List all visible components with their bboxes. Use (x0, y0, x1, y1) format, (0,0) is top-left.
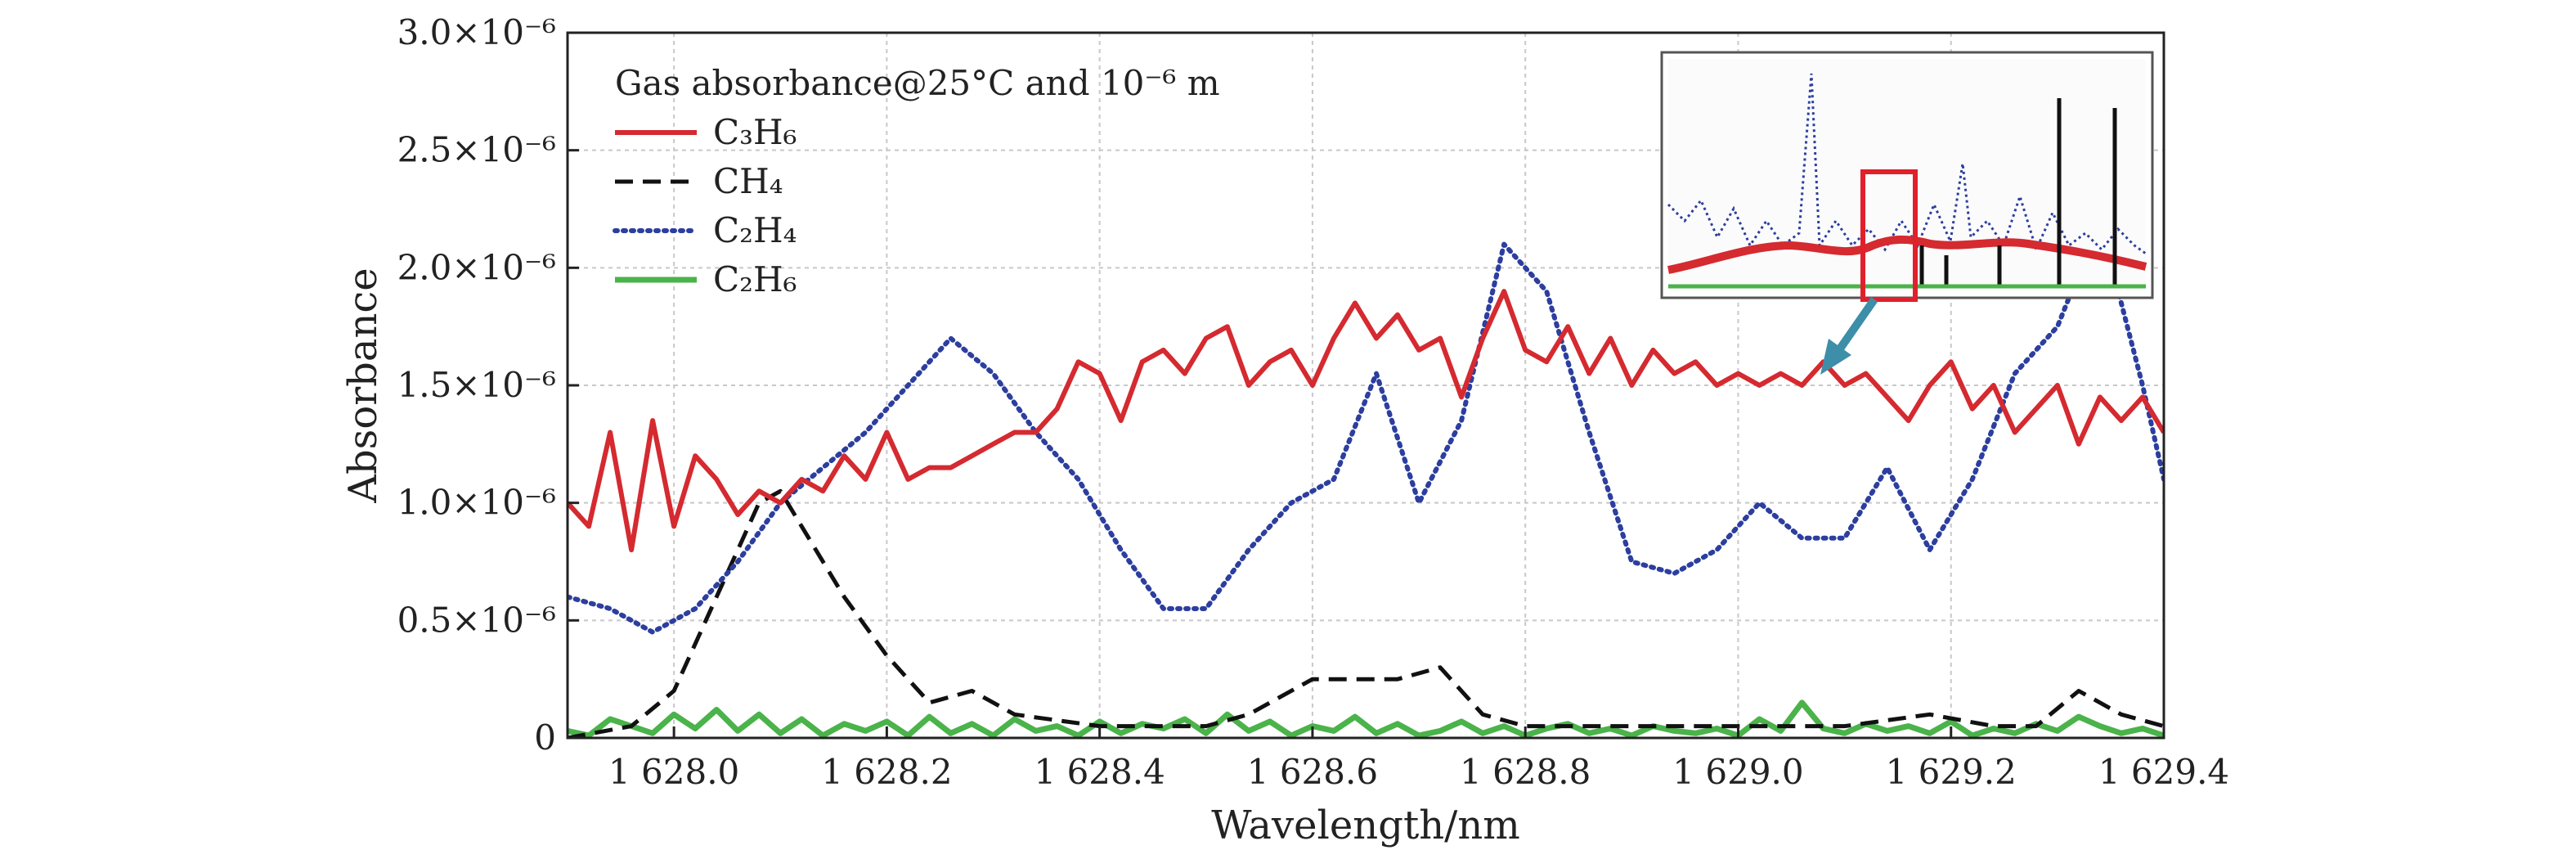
inset-c3h6-trace (1667, 235, 2147, 274)
inset-zoom-box (1860, 169, 1918, 302)
legend-label-ch4: CH₄ (713, 161, 783, 201)
x-tick-label: 1 628.6 (1247, 752, 1378, 792)
x-tick-label: 1 629.2 (1886, 752, 2017, 792)
inset-ch4-peaks (1919, 98, 2117, 286)
series-c3h6-line (568, 289, 2164, 553)
series-ch4-line (568, 488, 2164, 738)
x-axis-ticks: 1 628.0 1 628.2 1 628.4 1 628.6 1 628.8 1 629… (608, 726, 2229, 792)
x-tick-label: 1 628.2 (821, 752, 952, 792)
y-axis-ticks: 0 0.5×10⁻⁶ 1.0×10⁻⁶ 1.5×10⁻⁶ 2.0×10⁻⁶ 2.5×10⁻… (397, 12, 579, 758)
x-tick-label: 1 628.4 (1034, 752, 1165, 792)
y-tick-label: 0.5×10⁻⁶ (397, 600, 556, 640)
legend-title: Gas absorbance@25°C and 10⁻⁶ m (615, 63, 1220, 103)
x-axis-title: Wavelength/nm (1211, 803, 1520, 848)
x-tick-label: 1 628.0 (608, 752, 739, 792)
legend-label-c3h6: C₃H₆ (713, 112, 797, 152)
inset-arrow-shaft (1833, 297, 1878, 356)
x-tick-label: 1 629.0 (1672, 752, 1803, 792)
legend-label-c2h4: C₂H₄ (713, 210, 797, 250)
y-tick-label: 2.5×10⁻⁶ (397, 130, 556, 170)
y-tick-label: 1.0×10⁻⁶ (397, 483, 556, 523)
series-layer (568, 218, 2164, 738)
inset-c2h4-trace (1667, 73, 2147, 255)
legend: Gas absorbance@25°C and 10⁻⁶ m C₃H₆ CH₄ … (613, 63, 1220, 299)
y-axis-title: Absorbance (340, 268, 386, 503)
y-tick-label: 3.0×10⁻⁶ (397, 12, 556, 52)
x-tick-label: 1 628.8 (1460, 752, 1591, 792)
series-c2h4-line (568, 218, 2164, 635)
y-tick-label: 0 (534, 717, 556, 758)
y-tick-label: 2.0×10⁻⁶ (397, 247, 556, 287)
y-tick-label: 1.5×10⁻⁶ (397, 365, 556, 405)
legend-label-c2h6: C₂H₆ (713, 259, 797, 299)
inset-arrow-head (1820, 339, 1851, 375)
series-c2h6-line (568, 699, 2164, 738)
x-tick-label: 1 629.4 (2098, 752, 2229, 792)
inset-overview (1660, 51, 2154, 375)
